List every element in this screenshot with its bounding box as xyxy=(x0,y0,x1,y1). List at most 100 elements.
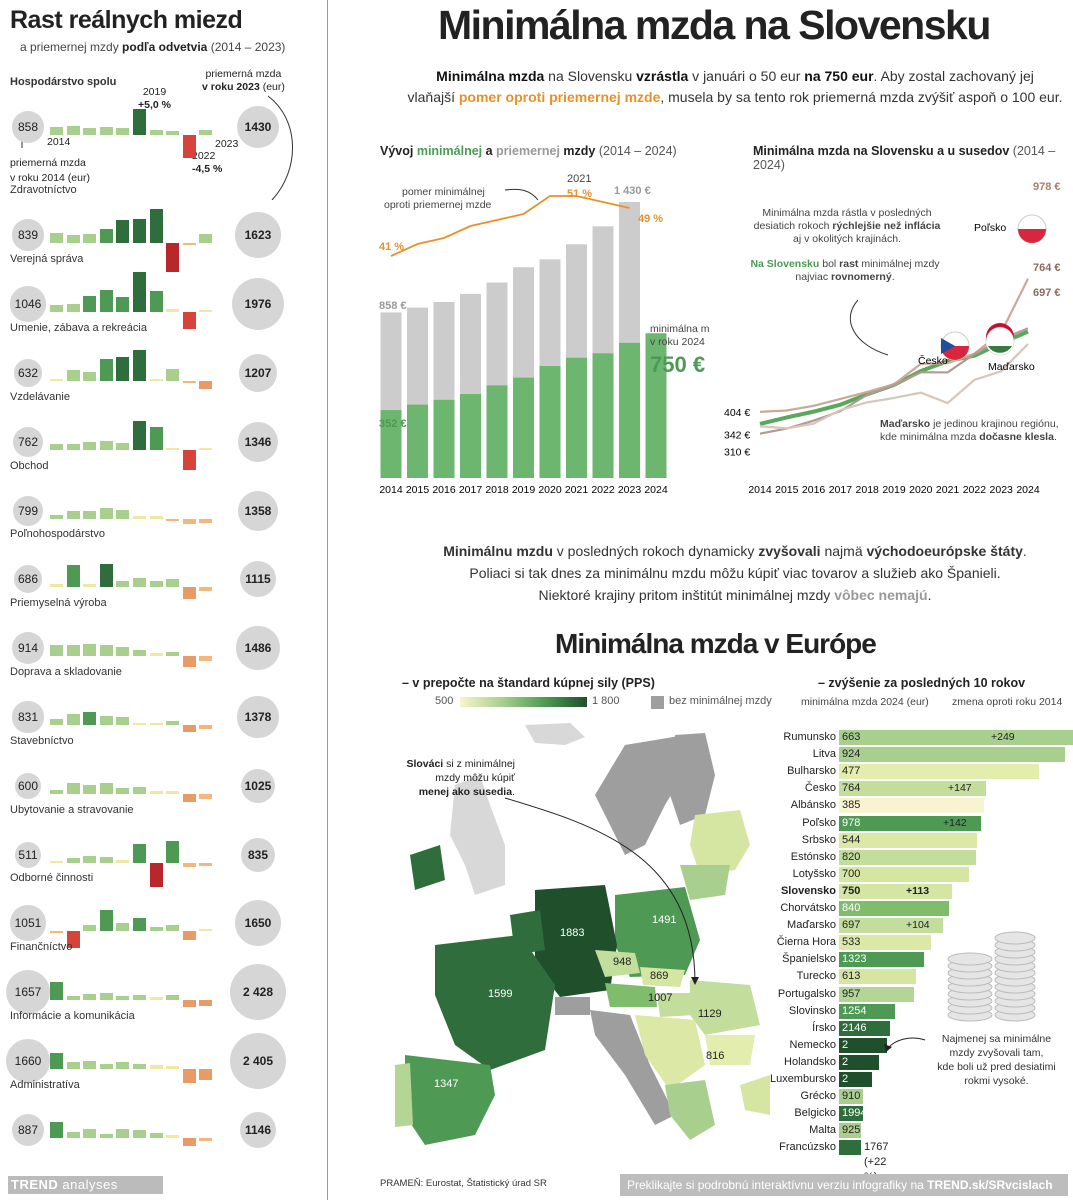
rank-value: 840 xyxy=(842,902,861,914)
rank-bar xyxy=(839,935,931,951)
map-germany xyxy=(535,885,617,997)
rank-country: Česko xyxy=(804,782,836,795)
wage-growth-bar xyxy=(149,516,163,519)
wage-growth-bar xyxy=(116,510,130,519)
ratio-note-arrow xyxy=(504,188,539,201)
wage-growth-bar xyxy=(166,651,180,656)
rank-bar xyxy=(839,1140,861,1156)
map-sk-arrowhead xyxy=(691,977,699,985)
min-wage-bar xyxy=(619,342,640,478)
wage-growth-bar xyxy=(133,1129,146,1138)
rank-value: 697 xyxy=(842,919,861,932)
x-tick: 2023 xyxy=(990,484,1014,496)
hungary-flag-top xyxy=(986,323,1014,341)
wage-growth-bar xyxy=(83,993,97,1000)
wage-growth-bar xyxy=(133,272,146,312)
y-label: 310 € xyxy=(724,447,750,459)
wage-growth-bar xyxy=(116,127,130,135)
wage-growth-bar xyxy=(182,450,196,471)
wage-growth-bar xyxy=(99,229,113,243)
wage-growth-bar xyxy=(182,863,196,868)
rank-bar xyxy=(839,918,943,934)
wage-growth-bar xyxy=(133,786,146,794)
sector-name: Administratíva xyxy=(10,1079,80,1091)
map-hungary xyxy=(657,993,695,1017)
wage-growth-bar xyxy=(133,995,146,1000)
avg-wage-2014: 762 xyxy=(13,427,43,457)
rank-value: 477 xyxy=(842,765,861,778)
x-tick: 2018 xyxy=(856,484,880,496)
wage-growth-bar xyxy=(116,297,130,312)
map-switzerland xyxy=(555,997,590,1015)
x-tick: 2021 xyxy=(565,484,589,496)
wage-growth-bar xyxy=(50,931,63,933)
rank-country: Slovinsko xyxy=(788,1004,836,1017)
europe-map xyxy=(395,723,770,1145)
rank-value: 1254 xyxy=(842,1004,867,1017)
wage-growth-bar xyxy=(116,923,130,931)
line-Česko xyxy=(759,327,1029,435)
rank-value: 925 xyxy=(842,1124,861,1137)
rank-bar xyxy=(839,883,952,899)
ratio-label: 49 % xyxy=(638,213,663,225)
wage-growth-bar xyxy=(133,109,146,135)
rank-bar xyxy=(839,1054,879,1070)
map-italy xyxy=(590,1010,675,1125)
wage-growth-bar xyxy=(133,219,146,243)
avg-wage-2014: 686 xyxy=(13,564,43,594)
wage-growth-bar xyxy=(66,510,80,519)
rank-title: – zvýšenie za posledných 10 rokov xyxy=(818,676,1026,690)
rank-bar xyxy=(839,969,916,985)
rank-country: Írsko xyxy=(812,1021,836,1034)
wage-growth-bar xyxy=(199,1000,213,1007)
x-tick: 2017 xyxy=(829,484,853,496)
wage-growth-bar xyxy=(99,1133,113,1138)
avg-wage-2014: 887 xyxy=(11,1113,45,1147)
avg-wage-2014: 914 xyxy=(11,631,45,665)
x-tick: 2015 xyxy=(406,484,430,496)
wage-growth-bar xyxy=(83,371,97,381)
rank-bar xyxy=(839,1089,863,1105)
avg-wage-2023: 1486 xyxy=(236,626,280,670)
rank-bar xyxy=(839,781,986,797)
wage-growth-bar xyxy=(83,712,97,725)
rank-country: Belgicko xyxy=(794,1107,836,1120)
rank-country: Maďarsko xyxy=(787,919,836,932)
min-wage-bar xyxy=(645,333,667,478)
min-wage-bar xyxy=(433,399,455,478)
wage-growth-bar xyxy=(50,644,63,656)
rank-bar xyxy=(839,815,981,831)
wage-growth-bar xyxy=(66,782,80,794)
avg-wage-2014: 799 xyxy=(12,495,44,527)
wage-growth-bar xyxy=(66,714,80,725)
mw2024-value: 750 € xyxy=(650,352,705,377)
wage-growth-bar xyxy=(149,378,163,381)
wage-growth-bar xyxy=(199,794,213,799)
rank-bar xyxy=(839,1020,890,1036)
x-tick: 2021 xyxy=(936,484,960,496)
rank-bar xyxy=(839,901,949,916)
coins-note: Najmenej sa minimálne mzdy zvyšovali tam… xyxy=(937,1033,1056,1087)
end-label: 978 € xyxy=(1033,181,1061,193)
rank-value: 910 xyxy=(842,1090,861,1103)
wage-growth-bar xyxy=(182,312,196,330)
chart1-title: Vývoj minimálnej a priemernej mzdy (2014… xyxy=(380,144,677,158)
map-scandinavia xyxy=(595,735,695,855)
map-portugal xyxy=(395,1063,413,1127)
x-tick: 2014 xyxy=(379,484,403,496)
rank-value: 764 xyxy=(842,782,861,795)
czechia-flag-triangle xyxy=(941,338,955,354)
scale-min: 500 xyxy=(435,695,454,707)
map-title: – v prepočte na štandard kúpnej sily (PP… xyxy=(402,676,655,690)
rank-bar xyxy=(839,1003,895,1019)
map-ireland xyxy=(410,845,445,890)
end-label: 697 € xyxy=(1033,287,1061,299)
rank-country: Litva xyxy=(812,748,836,761)
wage-growth-bar xyxy=(199,310,213,312)
wage-growth-bar xyxy=(83,1129,97,1138)
chart2-title: Minimálna mzda na Slovensku a u susedov … xyxy=(753,144,1056,172)
wage-growth-bar xyxy=(50,1122,63,1138)
rank-country: Slovensko xyxy=(780,884,836,897)
footer-cta[interactable]: Preklikajte si podrobnú interaktívnu ver… xyxy=(620,1174,1068,1196)
avg-wage-2014: 1657 xyxy=(6,970,50,1014)
